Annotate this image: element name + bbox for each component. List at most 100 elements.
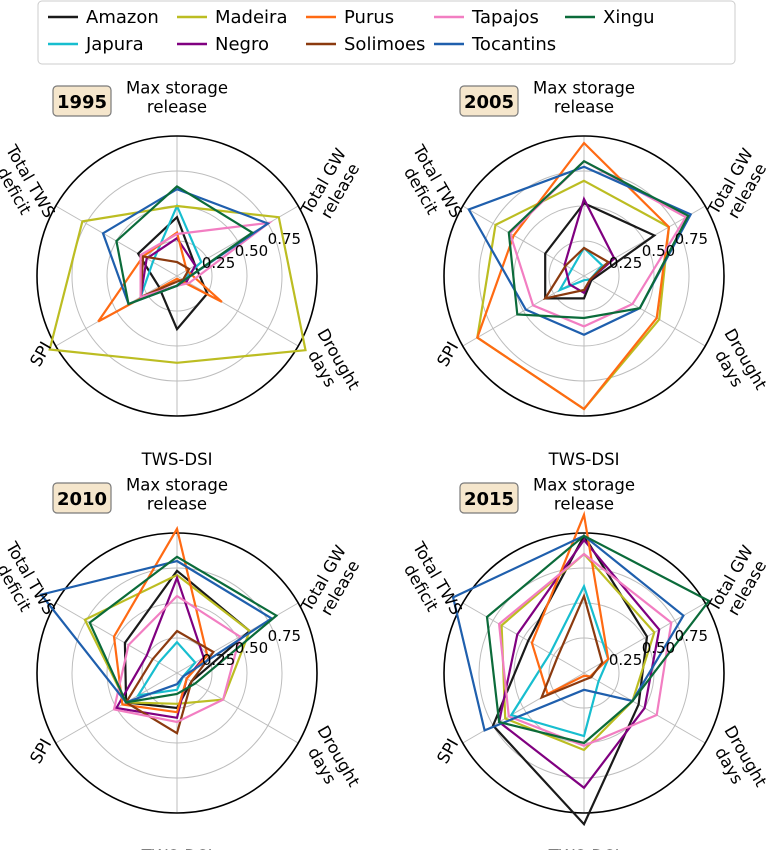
legend-label: Tocantins: [471, 34, 556, 55]
series-solimoes: [542, 246, 611, 301]
radar-panel-2015: 0.250.500.75 Max storage release Total GWre…: [392, 476, 771, 850]
legend-label: Xingu: [603, 7, 655, 28]
panel-title: 2005: [464, 92, 514, 113]
radial-tick-label: 0.25: [202, 651, 235, 669]
axis-label-total-gw-release: Total GWrelease: [297, 145, 367, 228]
axis-label-drought-days: Droughtdays: [297, 325, 364, 403]
series-madeira: [83, 573, 252, 705]
polar-frame: [443, 532, 725, 814]
series-xingu: [485, 534, 711, 745]
series-tapajos: [497, 552, 673, 747]
radial-tick-label: 0.50: [235, 242, 268, 260]
series-group: [39, 525, 279, 735]
radial-tick-label: 0.50: [235, 639, 268, 657]
radial-tick-label: 0.25: [202, 254, 235, 272]
legend-item-tocantins: Tocantins: [434, 34, 556, 55]
series-xingu: [88, 555, 279, 704]
polar-frame: [36, 135, 318, 417]
polar-frame: [443, 135, 725, 417]
axis-label-tws-dsi: TWS-DSI: [141, 450, 213, 469]
panel-title: 1995: [57, 92, 107, 113]
axis-label-total-tws-deficit: Total TWSdeficit: [392, 141, 466, 231]
year-badge: [459, 482, 519, 514]
series-amazon: [544, 201, 657, 300]
radial-tick-label: 0.75: [675, 627, 708, 645]
radar-panel-2005: 0.250.500.75 Max storage release Total GWre…: [392, 79, 771, 470]
axis-label-max-storage-release: Max storage release: [126, 476, 228, 514]
axis-spoke: [55, 602, 178, 674]
series-amazon: [491, 533, 649, 827]
axis-spoke: [176, 672, 299, 744]
axis-label-total-tws-deficit: Total TWSdeficit: [392, 538, 466, 628]
series-purus: [112, 525, 209, 714]
axis-label-max-storage-release: Max storage release: [533, 476, 635, 514]
axis-spoke: [583, 275, 706, 347]
series-solimoes: [124, 629, 216, 735]
legend: Amazon Japura Madeira Negro Purus Solimoes Tap…: [37, 0, 736, 65]
series-negro: [114, 574, 205, 720]
legend-item-tapajos: Tapajos: [434, 7, 539, 28]
series-tocantins: [451, 534, 685, 732]
legend-label: Negro: [215, 34, 269, 55]
series-purus: [530, 510, 610, 696]
radial-tick-label: 0.25: [609, 254, 642, 272]
axis-label-drought-days: Droughtdays: [704, 325, 771, 403]
series-negro: [497, 538, 661, 790]
series-tapajos: [112, 594, 242, 724]
series-madeira: [500, 552, 656, 752]
axis-label-total-gw-release: Total GWrelease: [704, 145, 771, 228]
legend-frame: [37, 0, 736, 65]
legend-item-amazon: Amazon: [48, 7, 159, 28]
series-group: [467, 141, 693, 411]
series-tocantins: [467, 165, 693, 337]
axis-label-spi: SPI: [433, 735, 462, 766]
year-badge: [459, 85, 519, 117]
legend-label: Madeira: [215, 7, 288, 28]
axis-label-tws-dsi: TWS-DSI: [548, 847, 620, 850]
legend-item-purus: Purus: [306, 7, 394, 28]
legend-item-xingu: Xingu: [565, 7, 655, 28]
series-japura: [557, 246, 604, 293]
legend-item-negro: Negro: [177, 34, 269, 55]
series-xingu: [507, 159, 690, 320]
axis-spoke: [176, 275, 299, 347]
series-group: [451, 510, 711, 827]
legend-label: Amazon: [86, 7, 159, 28]
legend-label: Solimoes: [344, 34, 425, 55]
series-negro: [563, 196, 616, 295]
axis-label-drought-days: Droughtdays: [704, 722, 771, 800]
axis-spoke: [176, 602, 299, 674]
radial-tick-label: 0.25: [609, 651, 642, 669]
series-madeira: [476, 179, 671, 411]
axis-spoke: [462, 602, 585, 674]
series-group: [48, 185, 307, 364]
series-solimoes: [139, 255, 191, 299]
axis-label-drought-days: Droughtdays: [297, 722, 364, 800]
radar-panel-2010: 0.250.500.75 Max storage release Total GWre…: [0, 476, 364, 850]
series-japura: [136, 640, 197, 697]
series-xingu: [115, 185, 255, 306]
axis-spoke: [462, 672, 585, 744]
axis-label-spi: SPI: [433, 338, 462, 369]
radial-tick-label: 0.75: [268, 627, 301, 645]
legend-label: Purus: [344, 7, 394, 28]
axis-label-max-storage-release: Max storage release: [533, 79, 635, 117]
year-badge: [52, 482, 112, 514]
legend-item-solimoes: Solimoes: [306, 34, 425, 55]
radial-tick-label: 0.75: [268, 230, 301, 248]
axis-label-max-storage-release: Max storage release: [126, 79, 228, 117]
radial-tick-label: 0.50: [642, 242, 675, 260]
radial-tick-label: 0.75: [675, 230, 708, 248]
axis-label-tws-dsi: TWS-DSI: [548, 450, 620, 469]
series-purus: [475, 141, 671, 411]
legend-item-japura: Japura: [48, 34, 144, 55]
series-tapajos: [508, 159, 688, 328]
year-badge: [52, 85, 112, 117]
axis-label-spi: SPI: [26, 735, 55, 766]
radar-panel-1995: 0.250.500.75 Max storage release Total GWre…: [0, 79, 367, 470]
legend-label: Japura: [85, 34, 144, 55]
axis-label-tws-dsi: TWS-DSI: [141, 847, 213, 850]
panel-title: 2010: [57, 489, 107, 510]
